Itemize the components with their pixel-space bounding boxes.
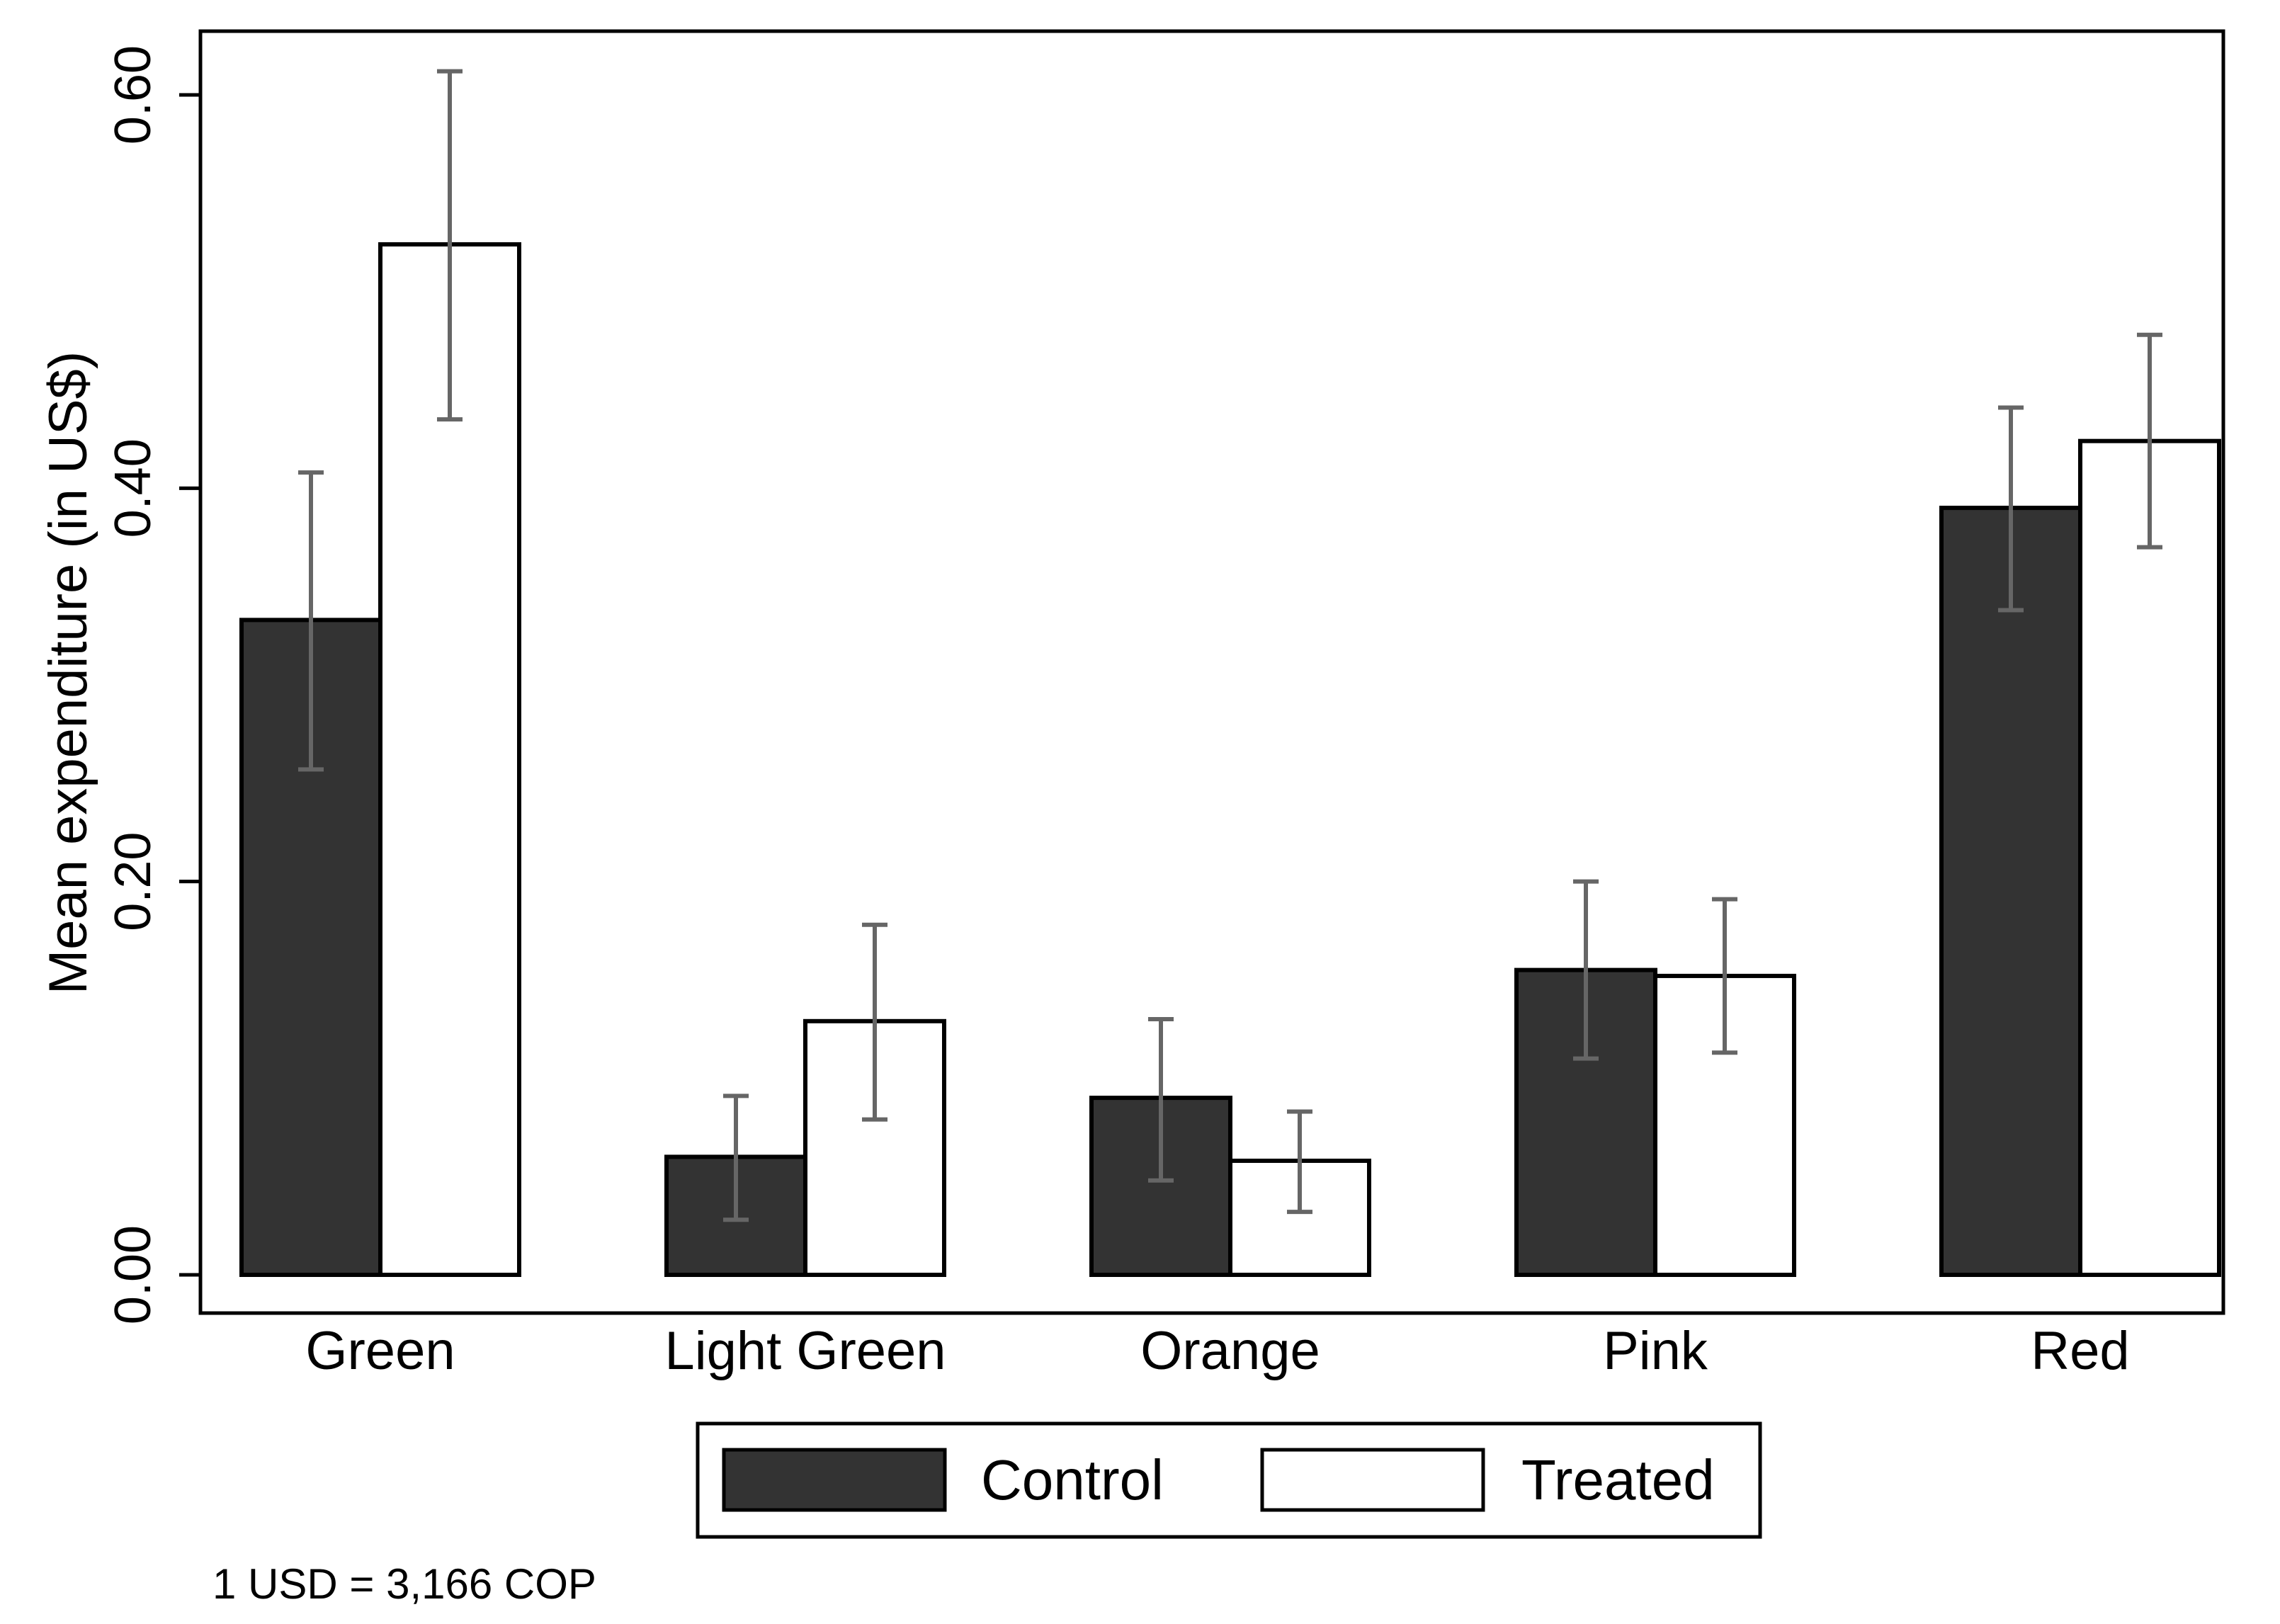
plot-frame — [198, 29, 2225, 1315]
y-axis-title: Mean expenditure (in US$) — [38, 351, 98, 994]
bars — [239, 242, 2221, 1278]
legend-label-control: Control — [981, 1448, 1164, 1511]
bar-control-4 — [1939, 506, 2082, 1277]
x-category-label-4: Red — [2031, 1321, 2129, 1381]
currency-note: 1 USD = 3,166 COP — [212, 1560, 596, 1608]
y-tick-label-0: 0.00 — [105, 1225, 161, 1324]
x-category-label-1: Light Green — [664, 1321, 946, 1381]
x-category-label-3: Pink — [1603, 1321, 1708, 1381]
legend-swatch-control — [722, 1448, 947, 1512]
legend-swatch-treated — [1260, 1448, 1485, 1512]
x-category-label-0: Green — [305, 1321, 455, 1381]
y-tick-label-2: 0.40 — [105, 438, 161, 538]
x-category-label-2: Orange — [1140, 1321, 1320, 1381]
bar-treated-4 — [2078, 438, 2221, 1277]
y-tick-label-3: 0.60 — [105, 45, 161, 144]
y-tick-label-1: 0.20 — [105, 832, 161, 931]
legend-label-treated: Treated — [1521, 1448, 1715, 1511]
x-axis-labels: Green Light Green Orange Pink Red — [305, 1321, 2129, 1381]
error-bars — [298, 69, 2162, 1222]
y-axis: 0.00 0.20 0.40 0.60 — [105, 45, 200, 1324]
legend: Control Treated — [696, 1421, 1762, 1539]
